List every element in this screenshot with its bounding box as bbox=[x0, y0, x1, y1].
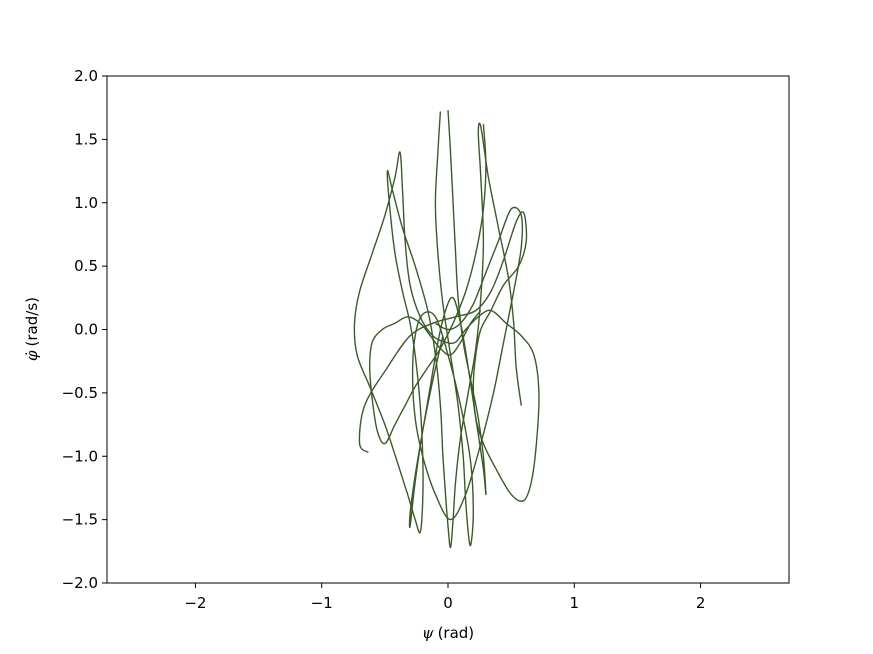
series-layer bbox=[353, 110, 540, 549]
y-axis-ticks: −2.0 −1.5 −1.0 −0.5 0.0 0.5 1.0 1.5 2.0 bbox=[62, 67, 107, 592]
y-axis-label: φ̇(rad/s) bbox=[23, 297, 41, 361]
series-line-1 bbox=[353, 122, 540, 549]
x-tick-label: 1 bbox=[570, 594, 580, 612]
y-tick-label: 1.5 bbox=[74, 130, 98, 148]
series-line-4 bbox=[368, 124, 487, 445]
x-tick-label: 2 bbox=[696, 594, 706, 612]
y-tick-label: −1.0 bbox=[62, 447, 98, 465]
x-axis-ticks: −2 −1 0 1 2 bbox=[184, 583, 705, 612]
y-tick-label: −1.5 bbox=[62, 511, 98, 529]
y-tick-label: 2.0 bbox=[74, 67, 98, 85]
y-tick-label: −2.0 bbox=[62, 574, 98, 592]
x-tick-label: −2 bbox=[184, 594, 206, 612]
x-tick-label: 0 bbox=[443, 594, 453, 612]
y-tick-label: 0.0 bbox=[74, 321, 98, 339]
x-tick-label: −1 bbox=[311, 594, 333, 612]
y-tick-label: 1.0 bbox=[74, 194, 98, 212]
x-axis-label: ψ (rad) bbox=[422, 624, 474, 642]
series-line-3 bbox=[408, 110, 487, 529]
y-tick-label: 0.5 bbox=[74, 257, 98, 275]
y-tick-label: −0.5 bbox=[62, 384, 98, 402]
series-line-2 bbox=[411, 111, 524, 547]
